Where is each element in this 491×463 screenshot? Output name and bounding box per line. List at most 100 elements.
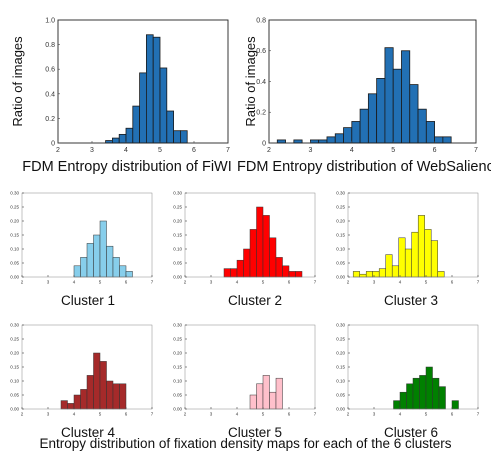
caption-cluster-2: Cluster 2: [227, 293, 283, 308]
y-tick-label: 0.00: [10, 275, 19, 280]
y-tick-label: 0.20: [173, 219, 182, 224]
y-tick-label: 0.10: [173, 379, 182, 384]
caption-websaliency: FDM Entropy distribution of WebSaliency: [237, 159, 491, 175]
x-tick-label: 7: [151, 280, 154, 285]
histogram-bar: [442, 136, 452, 144]
x-tick-label: 2: [21, 412, 24, 417]
histogram-bar: [243, 248, 251, 278]
y-tick-label: 0.10: [173, 247, 182, 252]
y-tick-label: 0.05: [10, 393, 19, 398]
y-tick-label: 0.05: [336, 393, 345, 398]
y-tick-label: 0.2: [256, 110, 266, 117]
y-tick-label: 0.15: [336, 233, 345, 238]
y-tick-label: 0.20: [173, 351, 182, 356]
histogram-bar: [425, 366, 433, 410]
y-tick-label: 0.20: [10, 351, 19, 356]
histogram-bar: [132, 105, 141, 144]
x-tick-label: 3: [210, 412, 213, 417]
y-tick-label: 0.30: [173, 191, 182, 196]
chart-cluster-2-svg: 2 3 4 5 6 7 0.00 0.05 0.10 0.15 0.20 0.25 0.30: [173, 191, 317, 285]
y-tick-label: 0.25: [336, 205, 345, 210]
y-tick-label: 0.15: [173, 365, 182, 370]
y-tick-label: 0.05: [173, 393, 182, 398]
plot-frame: [57, 19, 229, 144]
y-tick-label: 0.2: [45, 116, 55, 123]
y-tick-label: 0.15: [10, 233, 19, 238]
x-tick-label: 7: [477, 280, 480, 285]
caption-cluster-6: Cluster 6: [383, 425, 439, 440]
chart-cluster-1: 2 3 4 5 6 7 0.00 0.05 0.10 0.15 0.20 0.25 0.30: [0, 185, 163, 293]
y-tick-label: 0.05: [10, 261, 19, 266]
histogram-bar: [367, 93, 378, 144]
histogram-bar: [73, 394, 81, 410]
chart-cluster-6-svg: 2 3 4 5 6 7 0.00 0.05 0.10 0.15 0.20 0.25 0.30: [336, 323, 480, 417]
x-tick-label: 6: [125, 280, 128, 285]
x-tick-label: 4: [124, 147, 128, 154]
histogram-bar: [282, 265, 290, 278]
histogram-bar: [256, 383, 264, 410]
histogram-bar: [399, 391, 407, 410]
y-tick-label: 0.00: [336, 275, 345, 280]
x-tick-label: 5: [99, 412, 102, 417]
caption-fiwi: FDM Entropy distribution of FiWI: [22, 159, 232, 175]
x-tick-label: 4: [73, 412, 76, 417]
histogram-bar: [351, 121, 361, 144]
histogram-bar: [359, 108, 369, 144]
x-tick-label: 5: [99, 280, 102, 285]
histogram-bar: [393, 400, 401, 410]
x-tick-label: 5: [425, 412, 428, 417]
histogram-bar: [106, 380, 114, 410]
figure-footer: Entropy distribution of fixation density…: [39, 436, 452, 451]
y-tick-label: 0.6: [256, 48, 266, 55]
histogram-bar: [67, 403, 75, 410]
y-tick-label: 0.00: [10, 407, 19, 412]
histogram-bar: [437, 271, 445, 278]
chart-fiwi: 2 3 4 5 6 7 0 0.2 0.4 0.6 0.8 1.0 Ratio of images: [0, 0, 245, 155]
y-tick-label: 0.30: [173, 323, 182, 328]
histogram-bar: [152, 36, 161, 144]
x-tick-label: 3: [373, 412, 376, 417]
x-tick-label: 5: [425, 280, 428, 285]
y-tick-label: 0.10: [336, 379, 345, 384]
y-tick-label: 0.8: [256, 17, 266, 24]
histogram-bar: [365, 271, 373, 278]
y-tick-label: 0.30: [336, 191, 345, 196]
caption-cluster-5: Cluster 5: [227, 425, 283, 440]
y-tick-label: 0.10: [336, 247, 345, 252]
y-tick-label: 0.00: [173, 275, 182, 280]
histogram-bar: [432, 377, 440, 410]
histogram-bar: [86, 375, 94, 410]
histogram-bar: [125, 271, 133, 278]
histogram-bar: [318, 139, 328, 144]
y-tick-label: 0.15: [10, 365, 19, 370]
x-tick-label: 6: [451, 280, 454, 285]
chart-cluster-5: 2 3 4 5 6 7 0.00 0.05 0.10 0.15 0.20 0.25 0.30: [163, 317, 326, 425]
histogram-bar: [249, 394, 257, 410]
y-tick-label: 0.8: [45, 42, 55, 49]
y-tick-label: 0.05: [336, 261, 345, 266]
y-tick-label: 0.25: [10, 205, 19, 210]
y-tick-label: 0.25: [10, 337, 19, 342]
y-tick-label: 0.20: [336, 351, 345, 356]
histogram-bar: [73, 265, 81, 278]
x-tick-label: 4: [236, 412, 239, 417]
y-tick-label: 0.6: [45, 67, 55, 74]
histogram-bar: [80, 257, 88, 278]
histogram-bar: [409, 84, 419, 144]
histogram-bar: [80, 389, 88, 410]
histogram-bar: [118, 133, 127, 144]
x-tick-label: 2: [184, 280, 187, 285]
x-tick-label: 6: [451, 412, 454, 417]
chart-websaliency-svg: 2 3 4 5 6 7 0 0.2 0.4 0.6 0.8 Ratio of images: [243, 17, 478, 154]
x-tick-label: 5: [391, 147, 395, 154]
histogram-bar: [295, 271, 303, 278]
histogram-bar: [262, 375, 270, 410]
histogram-bar: [139, 72, 147, 144]
histogram-bar: [106, 245, 114, 278]
y-tick-label: 0.30: [10, 323, 19, 328]
x-tick-label: 5: [262, 412, 265, 417]
histogram-bar: [425, 121, 436, 144]
x-tick-label: 4: [399, 280, 402, 285]
histogram-bar: [173, 130, 181, 144]
x-tick-label: 3: [47, 280, 50, 285]
